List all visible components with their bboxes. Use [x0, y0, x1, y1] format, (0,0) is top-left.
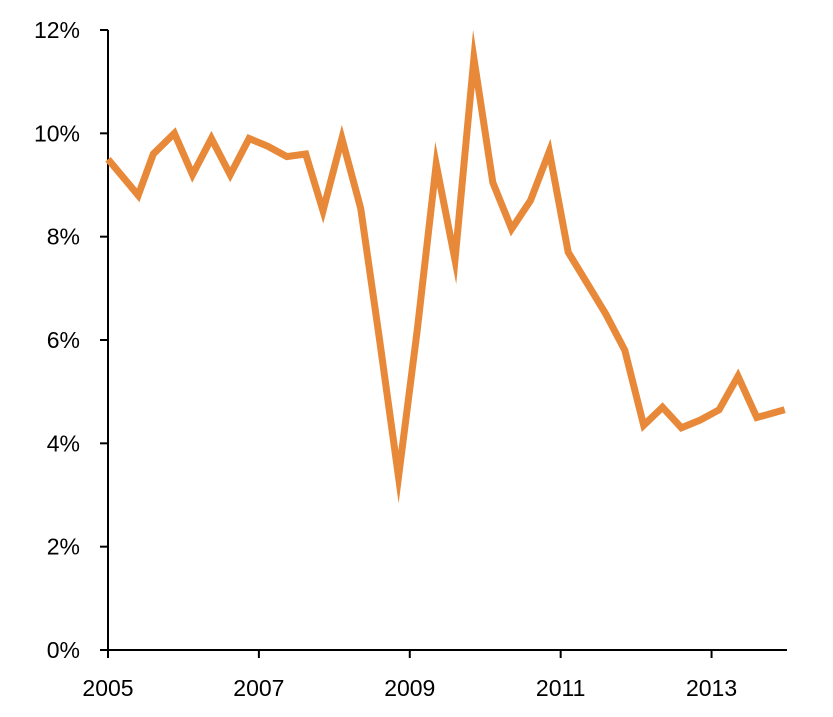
x-tick-label: 2013: [686, 675, 737, 701]
y-tick-label: 10%: [34, 120, 80, 146]
y-tick-label: 8%: [47, 224, 80, 250]
series-line: [105, 29, 786, 504]
y-tick-label: 12%: [34, 17, 80, 43]
axes: [107, 30, 787, 651]
x-tick-label: 2011: [536, 675, 585, 701]
y-axis-ticks: 0% 2% 4% 6% 8% 10% 12%: [34, 17, 108, 663]
y-tick-label: 0%: [47, 637, 80, 663]
x-axis-ticks: 2005 2007 2009 2011 2013: [82, 650, 737, 701]
y-tick-label: 6%: [47, 327, 80, 353]
y-tick-label: 4%: [47, 430, 80, 456]
x-tick-label: 2007: [233, 675, 284, 701]
series-layer: [105, 29, 786, 504]
x-tick-label: 2005: [82, 675, 133, 701]
y-tick-label: 2%: [47, 534, 80, 560]
x-tick-label: 2009: [384, 675, 435, 701]
